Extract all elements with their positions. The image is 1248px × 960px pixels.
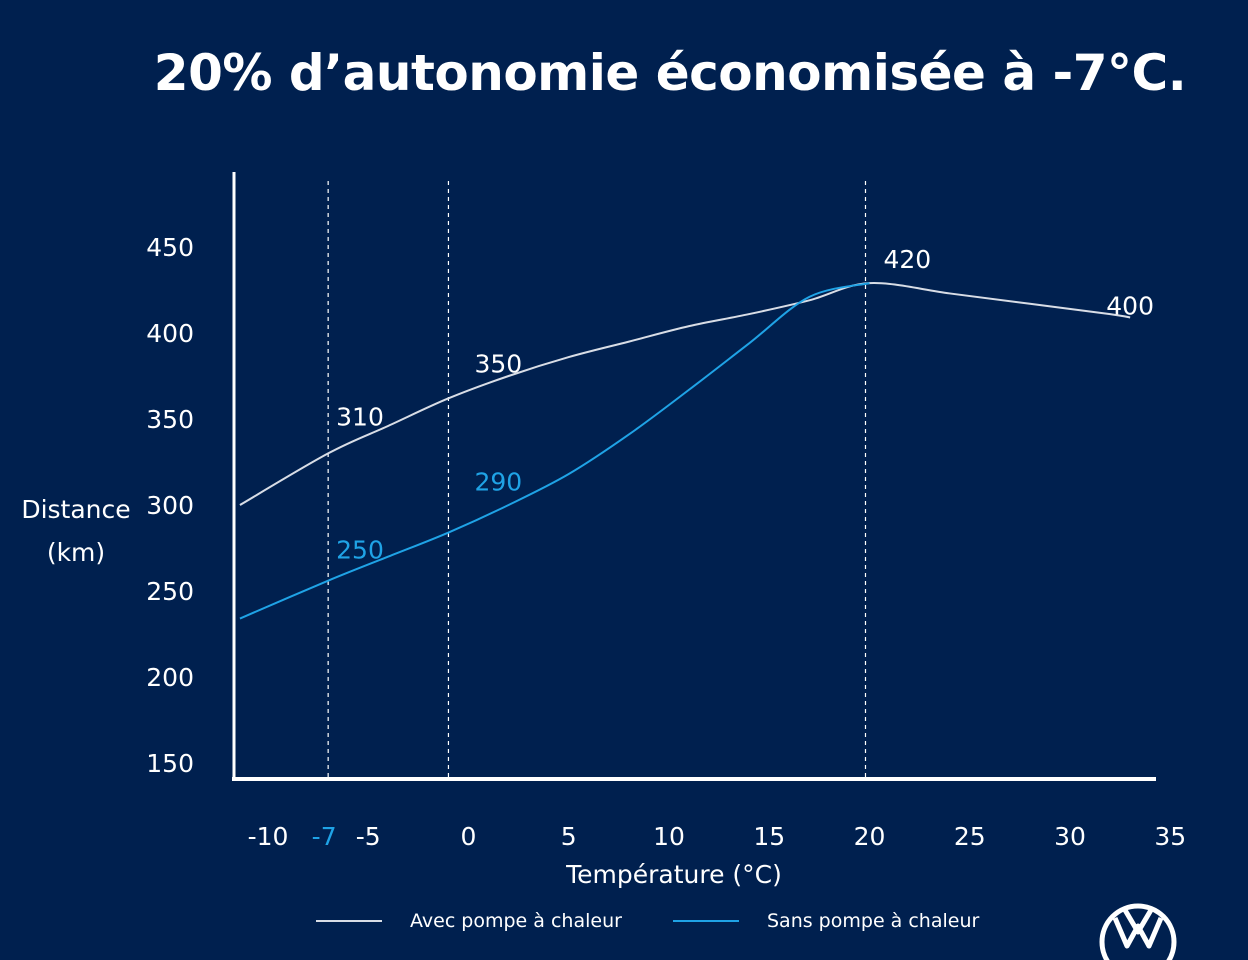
y-axis-label: Distance — [21, 495, 130, 524]
x-tick-label: 30 — [1054, 822, 1086, 851]
y-tick-labels: 150 200 250 300 350 400 450 — [146, 233, 194, 778]
data-label: 250 — [336, 536, 384, 565]
legend-label-sans-pompe: Sans pompe à chaleur — [767, 910, 980, 932]
y-tick-label: 400 — [146, 319, 194, 348]
x-tick-labels: -10 -5 0 5 10 15 20 25 30 35 -7 — [248, 822, 1187, 851]
legend-swatch-sans-pompe — [673, 920, 739, 922]
x-tick-label: 35 — [1154, 822, 1186, 851]
x-tick-label: 5 — [561, 822, 577, 851]
chart-title: 20% d’autonomie économisée à -7°C. — [153, 44, 1187, 102]
y-tick-label: 450 — [146, 233, 194, 262]
x-tick-label: 10 — [653, 822, 685, 851]
data-label: 290 — [474, 468, 522, 497]
x-tick-label: 15 — [753, 822, 785, 851]
x-tick-label: -5 — [356, 822, 381, 851]
y-axis-label-unit: (km) — [47, 538, 105, 567]
vw-logo-icon — [1099, 903, 1177, 960]
x-tick-label: -10 — [248, 822, 289, 851]
reference-lines — [327, 181, 867, 779]
data-label: 420 — [884, 245, 932, 274]
data-label: 400 — [1106, 292, 1154, 321]
series-line-avec-pompe — [239, 282, 1131, 506]
x-tick-label: 0 — [461, 822, 477, 851]
data-label: 350 — [474, 349, 522, 378]
legend-item-sans-pompe: Sans pompe à chaleur — [673, 910, 979, 932]
x-tick-label-highlight: -7 — [312, 822, 337, 851]
y-tick-label: 350 — [146, 405, 194, 434]
y-tick-label: 250 — [146, 577, 194, 606]
legend-item-avec-pompe: Avec pompe à chaleur — [316, 910, 622, 932]
series-layer — [239, 282, 1131, 620]
y-tick-label: 150 — [146, 749, 194, 778]
y-tick-label: 300 — [146, 491, 194, 520]
x-axis-label: Température (°C) — [565, 860, 782, 889]
data-label: 310 — [336, 402, 384, 431]
y-tick-label: 200 — [146, 663, 194, 692]
x-tick-label: 25 — [954, 822, 986, 851]
line-chart: 150 200 250 300 350 400 450 -10 -5 0 5 10 15 20 25 30 3… — [21, 172, 1187, 889]
legend-label-avec-pompe: Avec pompe à chaleur — [410, 910, 622, 932]
legend-swatch-avec-pompe — [316, 920, 382, 922]
data-labels: 310 350 420 400 250 290 — [336, 245, 1154, 565]
legend: Avec pompe à chaleur Sans pompe à chaleu… — [0, 910, 1248, 946]
x-tick-label: 20 — [854, 822, 886, 851]
series-line-sans-pompe — [239, 282, 870, 620]
